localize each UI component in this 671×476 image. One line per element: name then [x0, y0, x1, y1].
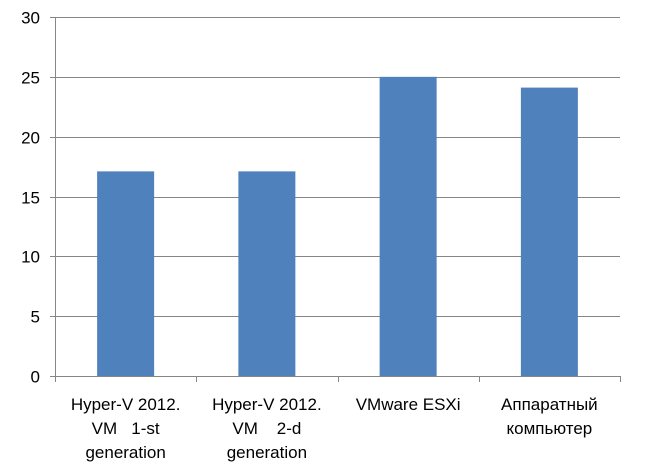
x-category-label-3: Аппаратный компьютер: [501, 395, 598, 438]
y-tick-label: 15: [21, 189, 40, 208]
x-category-label-line: компьютер: [507, 419, 593, 438]
x-category-label-1: Hyper-V 2012. VM 2-d generation: [212, 395, 322, 462]
x-category-label-line: VMware ESXi: [356, 395, 461, 414]
bar-3: [520, 87, 578, 376]
x-category-label-line: Hyper-V 2012.: [212, 395, 322, 414]
x-category-label-line: generation: [227, 443, 307, 462]
y-tick-label: 10: [21, 248, 40, 267]
x-category-label-line: generation: [85, 443, 165, 462]
bar-1: [238, 171, 296, 376]
x-category-label-line: VM 1-st: [92, 419, 160, 438]
y-tick-label: 30: [21, 9, 40, 28]
y-tick-label: 5: [31, 308, 40, 327]
x-category-label-0: Hyper-V 2012. VM 1-st generation: [71, 395, 181, 462]
x-category-label-line: Hyper-V 2012.: [71, 395, 181, 414]
x-category-label-line: Аппаратный: [501, 395, 598, 414]
y-tick-label: 0: [31, 368, 40, 387]
bar-0: [97, 171, 155, 376]
y-tick-label: 20: [21, 129, 40, 148]
bar-2: [379, 76, 437, 376]
x-category-label-line: VM 2-d: [232, 419, 301, 438]
y-tick-label: 25: [21, 69, 40, 88]
x-category-label-2: VMware ESXi: [356, 395, 461, 414]
